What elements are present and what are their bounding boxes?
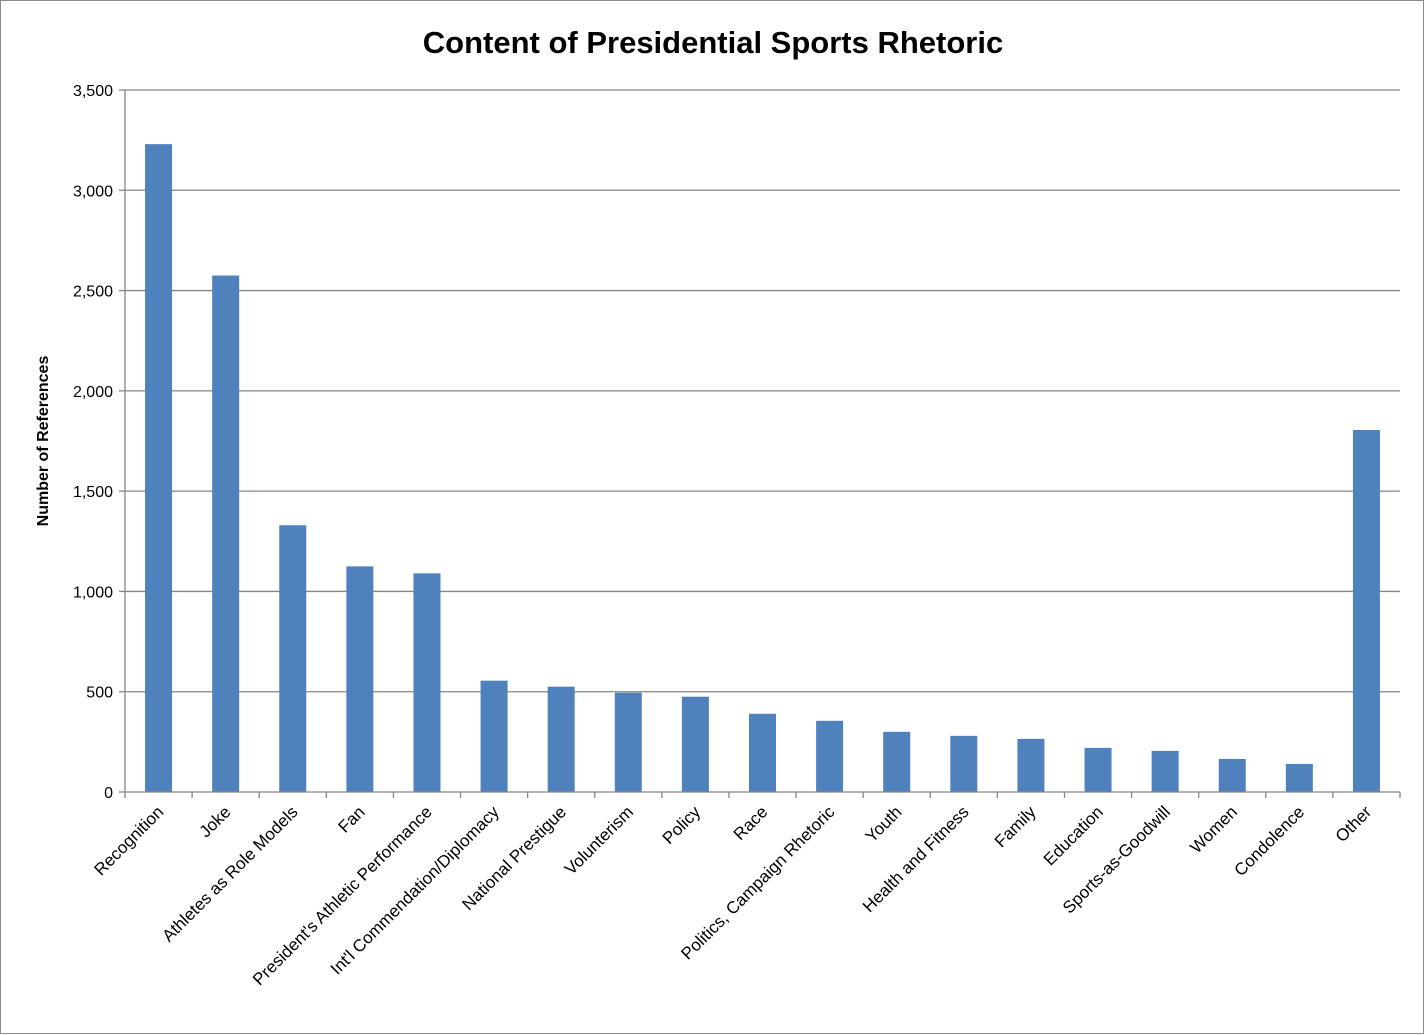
bar	[212, 275, 240, 792]
y-tick-label: 0	[104, 785, 113, 802]
bar	[547, 686, 575, 792]
bar	[480, 680, 508, 792]
bar	[1084, 747, 1112, 792]
x-tick-label: Recognition	[90, 802, 167, 879]
bar	[1017, 738, 1045, 792]
bar	[145, 144, 173, 792]
x-tick-label: Other	[1332, 802, 1376, 846]
axes	[119, 89, 1401, 798]
bar	[1218, 758, 1246, 792]
x-tick-label: Education	[1040, 802, 1107, 869]
y-tick-label: 3,000	[73, 183, 113, 200]
y-tick-label: 500	[86, 685, 113, 702]
x-tick-label: Joke	[196, 802, 235, 841]
x-tick-label: Youth	[862, 802, 906, 846]
bar	[614, 692, 642, 792]
bar	[279, 525, 307, 792]
x-tick-label: Condolence	[1231, 802, 1309, 880]
bar	[681, 696, 709, 792]
bar	[950, 735, 978, 792]
bar	[1352, 429, 1380, 792]
bar	[816, 720, 844, 792]
x-tick-label: Policy	[659, 802, 705, 848]
bar	[413, 573, 441, 792]
x-tick-label: Volunterism	[561, 802, 637, 878]
y-tick-label: 2,500	[73, 284, 113, 301]
bar	[1151, 750, 1179, 792]
y-axis-label: Number of References	[35, 356, 52, 527]
y-tick-label: 3,500	[73, 83, 113, 100]
bar	[749, 713, 776, 792]
bar	[346, 566, 374, 792]
y-tick-label: 2,000	[73, 384, 113, 401]
y-tick-label: 1,000	[73, 584, 113, 601]
gridlines	[125, 89, 1400, 693]
bars	[145, 144, 1380, 792]
bar	[1285, 763, 1313, 792]
x-tick-label: Fan	[335, 802, 369, 836]
y-tick-labels: 0 500 1,000 1,500 2,000 2,500 3,000 3,500	[73, 83, 113, 802]
y-tick-label: 1,500	[73, 484, 113, 501]
bar	[883, 731, 911, 792]
x-tick-label: Family	[991, 802, 1040, 851]
chart-title: Content of Presidential Sports Rhetoric	[423, 25, 1003, 60]
x-tick-label: Athletes as Role Models	[159, 802, 302, 945]
x-tick-label: Women	[1186, 802, 1241, 857]
x-tick-label: Race	[730, 802, 771, 843]
